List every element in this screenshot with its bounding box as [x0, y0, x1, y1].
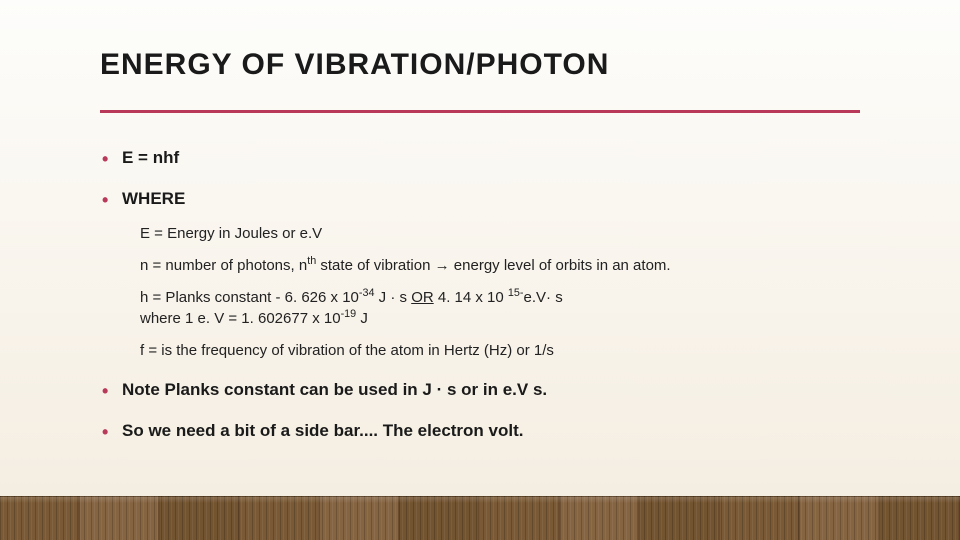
sub-n-sup: th	[307, 255, 316, 267]
bullet-note: Note Planks constant can be used in J · …	[100, 379, 860, 402]
sub-h-line2b: J	[356, 310, 368, 327]
slide-title: ENERGY OF VIBRATION/PHOTON	[100, 48, 860, 113]
slide: ENERGY OF VIBRATION/PHOTON E = nhf WHERE…	[0, 0, 960, 540]
sub-energy: E = Energy in Joules or e.V	[122, 223, 860, 244]
sub-h-line2sup: -19	[341, 308, 357, 320]
note-a: Note Planks constant can be used in J	[122, 380, 437, 399]
bullet-sidebar: So we need a bit of a side bar.... The e…	[100, 420, 860, 443]
where-label: WHERE	[122, 189, 185, 208]
sub-n: n = number of photons, nth state of vibr…	[122, 255, 860, 276]
sub-n-a: n = number of photons, n	[140, 257, 307, 274]
note-b: s or in e.V s.	[442, 380, 547, 399]
bullet-list: E = nhf WHERE E = Energy in Joules or e.…	[100, 147, 860, 443]
wood-floor-decoration	[0, 496, 960, 540]
bullet-where: WHERE E = Energy in Joules or e.V n = nu…	[100, 188, 860, 361]
sub-h-e: e.V	[524, 289, 547, 306]
sub-h-or: OR	[411, 289, 434, 306]
sub-h-f: s	[551, 289, 563, 306]
sub-list: E = Energy in Joules or e.V n = number o…	[122, 223, 860, 361]
sub-n-b: state of vibration	[316, 257, 434, 274]
bullet-formula: E = nhf	[100, 147, 860, 170]
sub-h: h = Planks constant - 6. 626 x 10-34 J ·…	[122, 287, 860, 329]
sub-h-sup1: -34	[359, 287, 375, 299]
sub-f: f = is the frequency of vibration of the…	[122, 340, 860, 361]
sub-h-d: 4. 14 x 10	[434, 289, 508, 306]
sub-h-line2a: where 1 e. V = 1. 602677 x 10	[140, 310, 341, 327]
sub-n-c: energy level of orbits in an atom.	[450, 257, 671, 274]
sub-h-c: s	[395, 289, 411, 306]
sub-h-b: J	[375, 289, 391, 306]
sub-h-a: h = Planks constant - 6. 626 x 10	[140, 289, 359, 306]
sub-h-sup2: 15-	[508, 287, 524, 299]
arrow-icon: →	[435, 257, 450, 274]
